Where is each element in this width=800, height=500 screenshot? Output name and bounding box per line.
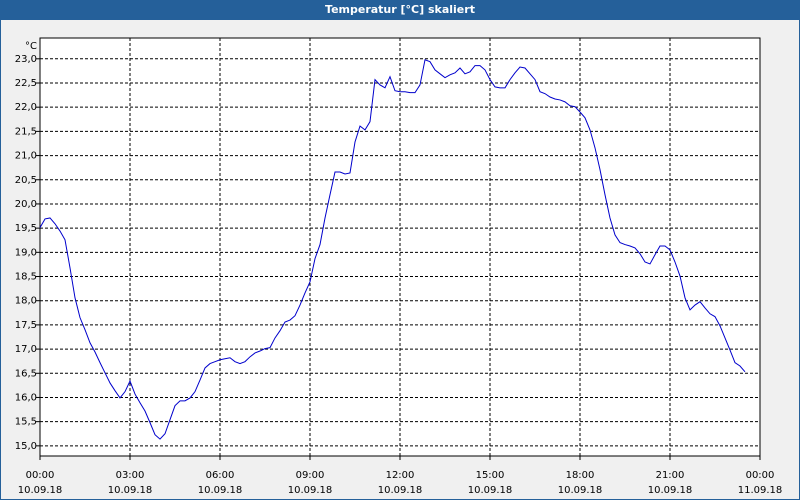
y-tick-label: 18,0 — [15, 296, 37, 307]
y-tick-label: 19,0 — [15, 247, 37, 258]
y-tick-label: 17,0 — [15, 344, 37, 355]
x-tick-label: 18:00 — [566, 470, 595, 481]
x-tick-date: 10.09.18 — [18, 485, 63, 496]
x-tick-date: 10.09.18 — [288, 485, 333, 496]
x-tick-label: 09:00 — [296, 470, 325, 481]
x-tick-date: 10.09.18 — [108, 485, 153, 496]
y-tick-label: 16,0 — [15, 392, 37, 403]
x-tick-label: 21:00 — [656, 470, 685, 481]
chart-title: Temperatur [°C] skaliert — [325, 3, 475, 16]
x-tick-label: 12:00 — [386, 470, 415, 481]
y-tick-label: 20,0 — [15, 199, 37, 210]
y-tick-label: 15,5 — [15, 417, 37, 428]
data-line — [39, 59, 746, 440]
y-tick-label: 17,5 — [15, 320, 37, 331]
x-tick-label: 06:00 — [206, 470, 235, 481]
x-tick-date: 11.09.18 — [738, 485, 783, 496]
y-tick-label: 21,5 — [15, 126, 37, 137]
y-tick-label: 22,0 — [15, 102, 37, 113]
x-tick-label: 00:00 — [746, 470, 775, 481]
x-tick-date: 10.09.18 — [198, 485, 243, 496]
x-tick-label: 03:00 — [116, 470, 145, 481]
y-tick-label: 19,5 — [15, 223, 37, 234]
y-tick-label: 21,0 — [15, 151, 37, 162]
y-tick-label: 18,5 — [15, 272, 37, 283]
plot-frame — [39, 37, 761, 457]
x-tick-label: 00:00 — [26, 470, 55, 481]
x-tick-date: 10.09.18 — [378, 485, 423, 496]
title-bar — [0, 0, 800, 20]
x-tick-date: 10.09.18 — [468, 485, 513, 496]
x-tick-label: 15:00 — [476, 470, 505, 481]
x-tick-date: 10.09.18 — [558, 485, 603, 496]
y-tick-label: 15,0 — [15, 441, 37, 452]
x-tick-date: 10.09.18 — [648, 485, 693, 496]
y-unit: °C — [25, 41, 37, 52]
y-tick-label: 20,5 — [15, 175, 37, 186]
y-tick-label: 22,5 — [15, 78, 37, 89]
y-tick-label: 23,0 — [15, 54, 37, 65]
y-tick-label: 16,5 — [15, 368, 37, 379]
